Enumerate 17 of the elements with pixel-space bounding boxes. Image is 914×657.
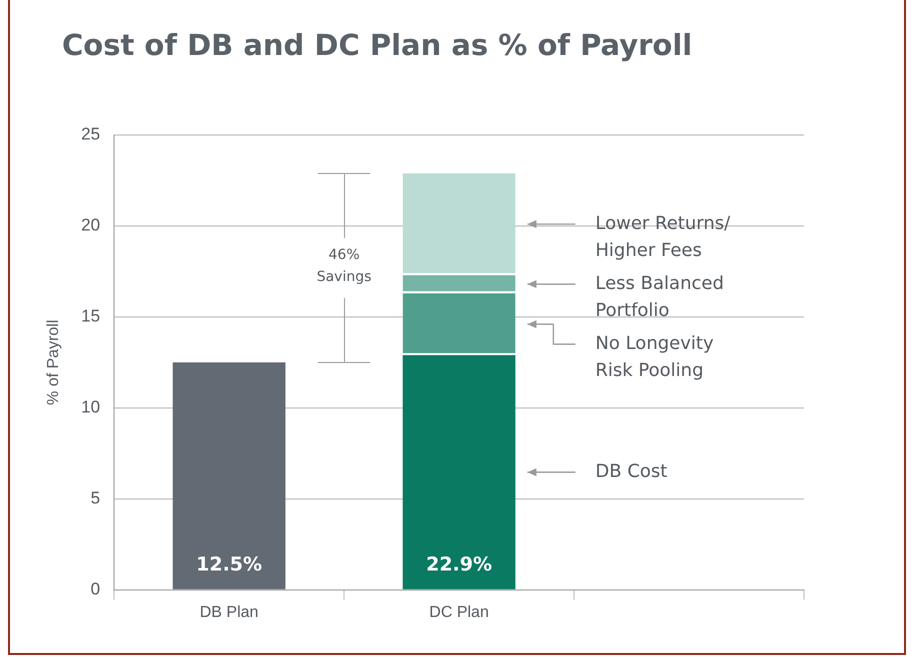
- y-tick-label: 0: [90, 579, 100, 598]
- total-label: 22.9%: [426, 554, 492, 576]
- annotation: 46% Savings: [304, 244, 384, 288]
- chart-title: Cost of DB and DC Plan as % of Payroll: [62, 28, 692, 62]
- text: No Longevity Risk Pooling: [595, 332, 714, 381]
- text: DB Cost: [595, 460, 668, 482]
- y-tick-label: 15: [81, 306, 100, 326]
- x-tick-label: DC Plan: [429, 604, 489, 621]
- text: Lower Returns/ Higher Fees: [595, 212, 732, 261]
- y-tick-label: 25: [81, 124, 100, 144]
- y-tick-label: 10: [81, 398, 100, 417]
- x-tick-label: DB Plan: [200, 604, 258, 621]
- text: Less Balanced Portfolio: [595, 272, 724, 321]
- y-tick-label: 5: [90, 488, 100, 508]
- total-label: 12.5%: [196, 554, 262, 576]
- y-tick-label: 20: [81, 216, 100, 235]
- y-axis-title: % of Payroll: [45, 320, 62, 406]
